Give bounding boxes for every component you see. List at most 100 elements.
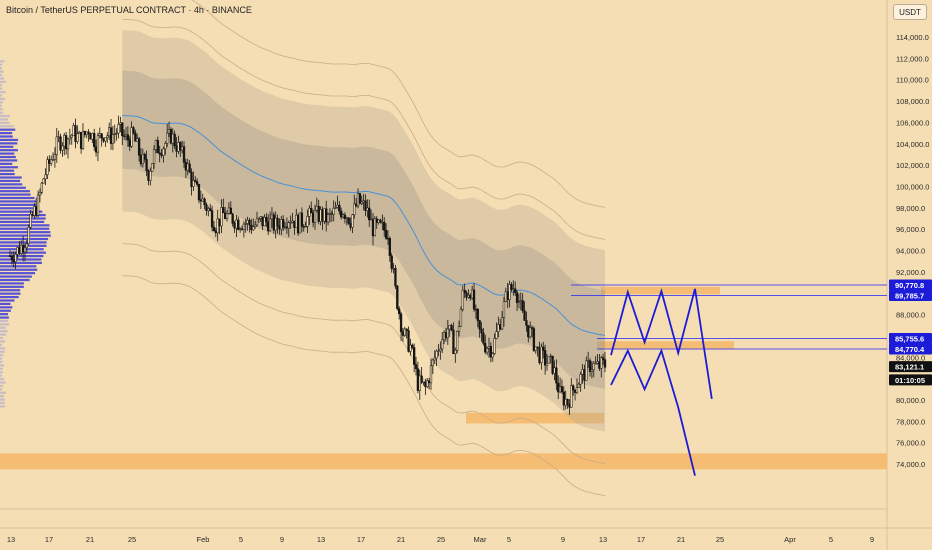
volume-profile-bar [0, 402, 5, 404]
volume-profile-bar [0, 368, 3, 370]
price-badge-label: 01:10:05 [895, 376, 925, 385]
candle-body [535, 347, 537, 351]
candle-body [275, 218, 277, 230]
volume-profile-bar [0, 122, 9, 124]
candle-body [50, 160, 52, 164]
candle-body [295, 215, 297, 228]
candle-body [142, 154, 144, 163]
candle-body [161, 154, 163, 155]
support-zone [597, 341, 734, 348]
candle-body [593, 363, 595, 370]
candle-body [389, 238, 391, 255]
candle-body [527, 325, 529, 336]
candle-body [189, 164, 191, 172]
price-tick-label: 102,000.0 [896, 161, 929, 170]
candle-body [196, 182, 198, 185]
price-badge-label: 89,785.7 [895, 291, 924, 300]
candle-body [234, 223, 236, 228]
candle-body [516, 293, 518, 303]
volume-profile-bar [0, 392, 6, 394]
candle-body [380, 220, 382, 222]
candle-body [54, 155, 56, 160]
volume-profile-bar [0, 361, 2, 363]
candle-body [331, 213, 333, 214]
candle-body [554, 368, 556, 374]
candle-body [582, 369, 584, 374]
volume-profile-bar [0, 153, 14, 155]
candle-body [438, 351, 440, 352]
candle-body [183, 147, 185, 163]
candle-body [69, 137, 71, 139]
candle-body [366, 208, 368, 211]
volume-profile-bar [0, 183, 22, 185]
candle-body [260, 217, 262, 219]
candle-body [187, 164, 189, 170]
candle-body [35, 206, 37, 215]
candle-body [192, 181, 194, 187]
price-tick-label: 106,000.0 [896, 118, 929, 127]
support-zone [0, 453, 887, 469]
volume-profile-bar [0, 231, 50, 233]
candle-body [378, 220, 380, 223]
candle-body [540, 347, 542, 363]
currency-selector-button[interactable]: USDT [893, 4, 927, 20]
candle-body [123, 136, 125, 137]
candle-body [312, 213, 314, 222]
candle-body [215, 231, 217, 233]
candle-body [469, 295, 471, 298]
candle-body [509, 284, 511, 299]
time-tick-label: Feb [197, 535, 210, 544]
candle-body [58, 137, 60, 138]
candle-body [396, 286, 398, 309]
candle-body [539, 348, 541, 363]
time-tick-label: 9 [280, 535, 284, 544]
volume-profile-bar [0, 221, 44, 223]
candle-body [45, 175, 47, 179]
volume-profile-bar [0, 67, 2, 69]
candle-body [417, 369, 419, 391]
volume-profile-bar [0, 81, 6, 83]
candle-body [151, 164, 153, 172]
candle-body [170, 129, 172, 143]
candle-body [497, 325, 499, 332]
candle-body [458, 327, 460, 332]
candle-body [533, 329, 535, 351]
price-tick-label: 114,000.0 [896, 33, 929, 42]
candle-body [61, 146, 63, 150]
price-tick-label: 98,000.0 [896, 204, 925, 213]
candle-body [357, 194, 359, 206]
candle-body [219, 219, 221, 226]
candle-body [531, 328, 533, 329]
candle-body [222, 207, 224, 212]
candle-body [305, 226, 307, 227]
candle-body [235, 220, 237, 228]
candle-body [323, 209, 325, 221]
candle-body [198, 184, 200, 200]
candle-body [600, 358, 602, 369]
volume-profile-bar [0, 258, 41, 260]
volume-profile-bar [0, 296, 19, 298]
candle-body [494, 339, 496, 354]
candle-body [121, 123, 123, 136]
candle-body [572, 386, 574, 390]
time-tick-label: 17 [637, 535, 645, 544]
volume-profile-bar [0, 74, 2, 76]
candle-body [294, 221, 296, 228]
candle-body [381, 222, 383, 223]
candle-body [563, 392, 565, 405]
candle-body [365, 201, 367, 211]
candle-body [565, 399, 567, 405]
candle-body [507, 292, 509, 300]
candle-body [290, 222, 292, 223]
candle-body [232, 214, 234, 223]
candle-body [60, 137, 62, 150]
candle-body [48, 160, 50, 164]
volume-profile-bar [0, 364, 4, 366]
candle-body [325, 209, 327, 222]
volume-profile-bar [0, 118, 8, 120]
price-tick-label: 74,000.0 [896, 460, 925, 469]
candle-body [136, 139, 138, 142]
candle-body [15, 254, 17, 261]
